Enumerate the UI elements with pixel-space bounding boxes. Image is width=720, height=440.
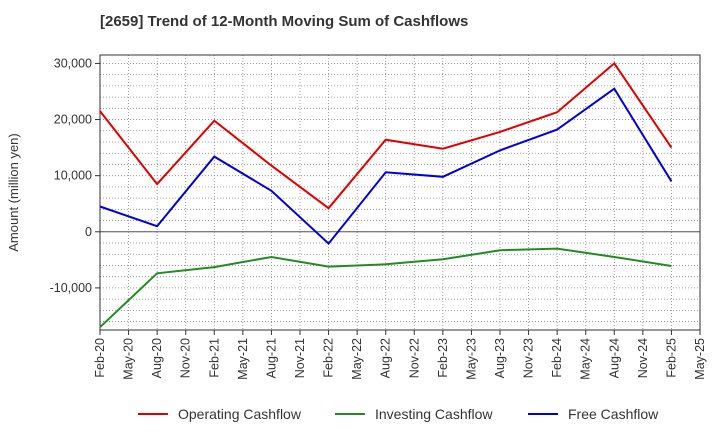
x-tick-label: Nov-21 xyxy=(293,338,307,378)
x-tick-label: Feb-21 xyxy=(207,338,221,378)
x-tick-label: Feb-20 xyxy=(93,338,107,378)
x-tick-label: May-23 xyxy=(464,338,478,380)
y-axis-label: Amount (million yen) xyxy=(6,133,21,252)
plot-frame xyxy=(99,54,701,331)
x-tick-label: May-25 xyxy=(693,338,707,380)
x-tick-label: May-20 xyxy=(122,338,136,380)
x-tick-label: Aug-22 xyxy=(379,338,393,378)
x-tick-label: May-22 xyxy=(350,338,364,380)
series-line-investing-cashflow xyxy=(99,247,672,328)
legend-label: Operating Cashflow xyxy=(178,406,302,422)
y-tick-label: 30,000 xyxy=(54,56,92,70)
y-tick-label: -10,000 xyxy=(50,281,92,295)
x-tick-label: May-24 xyxy=(579,338,593,380)
x-tick-label: Nov-23 xyxy=(522,338,536,378)
x-tick-label: Nov-20 xyxy=(179,338,193,378)
x-tick-label: Feb-24 xyxy=(550,338,564,378)
legend-label: Free Cashflow xyxy=(568,406,659,422)
x-tick-label: Nov-24 xyxy=(636,338,650,378)
x-tick-label: Feb-22 xyxy=(322,338,336,378)
x-tick-label: Nov-22 xyxy=(407,338,421,378)
x-tick-label: Aug-23 xyxy=(493,338,507,378)
x-tick-label: May-21 xyxy=(236,338,250,380)
y-tick-label: 10,000 xyxy=(54,169,92,183)
y-tick-label: 20,000 xyxy=(54,113,92,127)
x-tick-label: Feb-23 xyxy=(436,338,450,378)
x-tick-label: Aug-20 xyxy=(150,338,164,378)
series-line-free-cashflow xyxy=(99,87,673,246)
y-tick-label: 0 xyxy=(85,225,92,239)
x-tick-label: Aug-24 xyxy=(607,338,621,378)
x-tick-label: Aug-21 xyxy=(264,338,278,378)
legend-label: Investing Cashflow xyxy=(375,406,493,422)
x-tick-label: Feb-25 xyxy=(664,338,678,378)
chart-title: [2659] Trend of 12-Month Moving Sum of C… xyxy=(100,13,469,30)
series-line-operating-cashflow xyxy=(99,61,673,210)
